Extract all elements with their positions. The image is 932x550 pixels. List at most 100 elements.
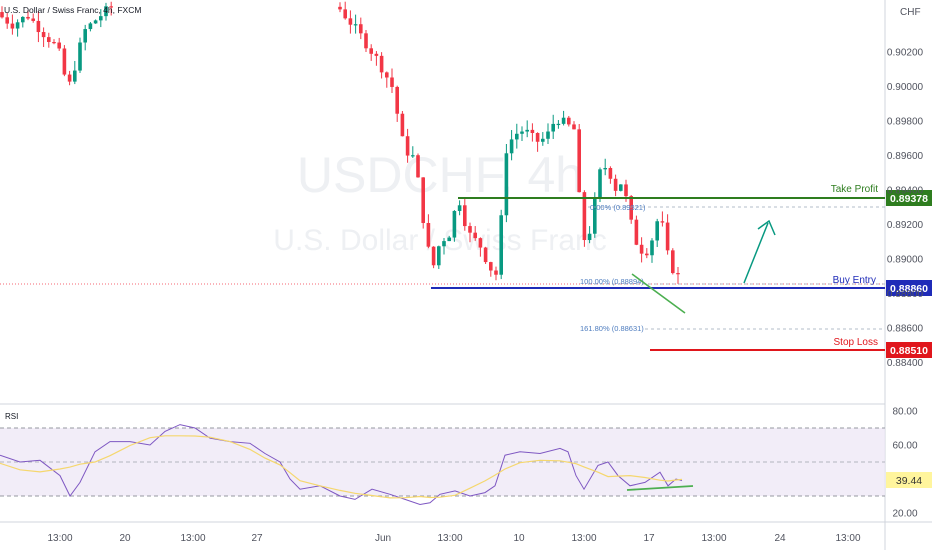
rsi-tick-label: 20.00 [892,509,917,520]
candle-body [411,155,415,157]
rsi-line [0,424,683,506]
price-tick-label: 0.88400 [887,358,924,369]
candle-body [671,250,675,274]
candle-body [353,24,358,26]
candle-body [104,6,108,17]
take-profit-label: Take Profit [831,184,878,195]
candle-body [348,18,353,25]
candle-body [629,196,633,220]
currency-label: CHF [900,7,921,18]
candle-body [520,131,524,134]
candle-body [390,77,394,87]
candle-body [374,53,379,56]
candle-body [379,55,384,73]
candle-body [47,37,51,43]
candle-body [31,18,35,21]
candle-body [473,232,477,239]
candle-body [567,117,571,125]
rsi-moving-average-line [0,435,683,499]
time-tick-label: 27 [251,533,263,544]
rsi-axis[interactable]: 80.00 60.00 20.00 [892,407,917,520]
rsi-tick-label: 80.00 [892,407,917,418]
fib-100-label: 100.00% (0.88894) [580,277,644,286]
candle-body [5,17,9,24]
fib-0-label: 0.00% (0.89321) [590,203,646,212]
candle-body [36,20,41,33]
candle-body [551,123,555,132]
candle-body [400,113,405,137]
candle-body [457,205,462,211]
candle-body [613,178,618,191]
candle-body [26,16,30,19]
rsi-value-tag [886,472,932,488]
candle-body [676,273,680,275]
candle-body [369,48,373,54]
candlestick-series [0,1,680,284]
candle-body [530,129,535,134]
candle-body [598,169,602,199]
time-tick-label: Jun [375,533,391,544]
candle-body [546,131,550,139]
time-tick-label: 13:00 [571,533,596,544]
rsi-divergence-line[interactable] [626,485,694,491]
candle-body [639,244,644,254]
candle-body [15,22,20,29]
watermark-ticker: USDCHF, 4h [297,147,583,203]
candle-body [21,16,25,23]
stop-loss-label: Stop Loss [834,337,878,348]
time-tick-label: 13:00 [835,533,860,544]
price-tick-label: 0.90000 [887,82,924,93]
candle-body [665,222,670,251]
candle-body [385,72,389,78]
candle-body [463,205,467,227]
candle-body [572,124,576,130]
time-tick-label: 13:00 [701,533,726,544]
candle-body [426,223,431,247]
candle-body [62,48,67,75]
candle-body [364,33,368,49]
candle-body [395,86,399,114]
candle-body [582,192,587,241]
candle-body [660,221,665,223]
time-tick-label: 13:00 [437,533,462,544]
buy-entry-price: 0.88860 [890,283,928,295]
time-tick-label: 10 [513,533,525,544]
candle-body [655,221,659,241]
candle-body [0,12,4,18]
candle-body [343,9,347,19]
price-divergence-line[interactable] [631,273,686,314]
time-tick-label: 13:00 [47,533,72,544]
candle-body [525,129,529,132]
candle-body [577,129,581,193]
candle-body [489,262,493,271]
price-tick-label: 0.88600 [887,324,924,335]
price-tick-label: 0.89800 [887,117,924,128]
price-axis[interactable]: 0.90200 0.90000 0.89800 0.89600 0.89400 0.892… [887,48,924,370]
candle-body [499,215,503,275]
rsi-pane-label: RSI [5,412,18,421]
candle-body [109,6,113,8]
candle-body [504,153,509,216]
time-axis[interactable]: 13:00 20 13:00 27 Jun 13:00 10 13:00 17 13:00 24 13… [47,533,860,544]
rsi-lines [0,424,683,506]
projection-arrow[interactable] [743,219,776,284]
candle-body [556,123,561,126]
take-profit-price: 0.89378 [890,193,928,205]
candle-body [88,23,93,30]
candle-body [483,247,488,263]
candle-body [624,184,628,197]
time-tick-label: 13:00 [180,533,205,544]
time-tick-label: 17 [643,533,655,544]
candle-body [478,238,483,248]
symbol-title[interactable]: U.S. Dollar / Swiss Franc, 4h, FXCM [4,5,141,15]
candle-body [78,42,82,71]
candle-body [619,184,623,191]
candle-body [73,70,77,82]
candle-body [587,233,592,241]
candle-body [593,198,597,234]
candle-body [645,253,649,256]
buy-entry-price-tag [886,280,932,296]
price-tick-label: 0.89400 [887,186,924,197]
candle-body [541,138,545,142]
